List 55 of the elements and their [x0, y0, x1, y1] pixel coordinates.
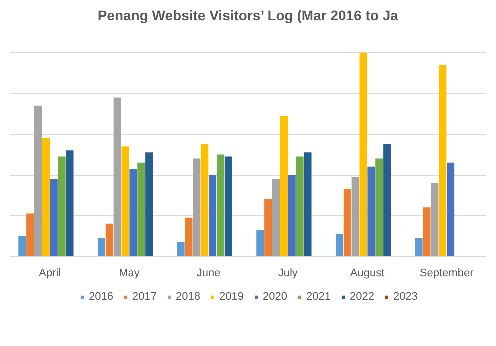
x-tick-label: May [119, 268, 140, 280]
bar [376, 158, 384, 256]
bar [177, 242, 185, 256]
bar [138, 162, 146, 256]
bar [415, 238, 423, 256]
bar [360, 52, 368, 256]
legend-label: 2020 [263, 291, 288, 303]
bar [304, 152, 312, 256]
bar [344, 189, 352, 256]
bar [256, 230, 264, 256]
bar [224, 156, 232, 256]
bar [384, 144, 392, 256]
chart-title: Penang Website Visitors’ Log (Mar 2016 to Ja [98, 8, 399, 24]
bar [185, 218, 193, 256]
legend-label: 2016 [89, 291, 114, 303]
bar [106, 224, 114, 256]
bar [439, 65, 447, 256]
bar [26, 214, 34, 256]
x-tick-label: September [420, 268, 474, 280]
bar [296, 156, 304, 256]
x-tick-label: July [278, 268, 298, 280]
legend-label: 2021 [306, 291, 331, 303]
legend-label: 2018 [176, 291, 201, 303]
bar [272, 179, 280, 256]
bar [431, 183, 439, 256]
bar [352, 177, 360, 256]
bar [193, 158, 201, 256]
bar [288, 175, 296, 256]
bar [216, 154, 224, 256]
bar [130, 168, 138, 256]
legend-label: 2017 [132, 291, 158, 303]
bar [280, 116, 288, 256]
bar [368, 166, 376, 256]
legend-label: 2022 [350, 291, 374, 303]
bar [336, 234, 344, 256]
bar [122, 146, 130, 256]
bar [58, 156, 66, 256]
bar [114, 98, 122, 256]
bar [42, 138, 50, 256]
bar [34, 106, 42, 256]
bar [423, 208, 431, 256]
bar [18, 236, 26, 256]
bar [201, 144, 209, 256]
bar [209, 175, 217, 256]
legend-label: 2023 [393, 291, 418, 303]
bar [146, 152, 154, 256]
bar [98, 238, 106, 256]
bar [66, 150, 74, 256]
bar [447, 162, 455, 256]
bar [264, 200, 272, 256]
bar [50, 179, 58, 256]
x-tick-label: April [39, 268, 62, 280]
x-tick-label: June [196, 268, 221, 280]
legend-label: 2019 [220, 291, 244, 303]
x-tick-label: August [350, 268, 385, 280]
